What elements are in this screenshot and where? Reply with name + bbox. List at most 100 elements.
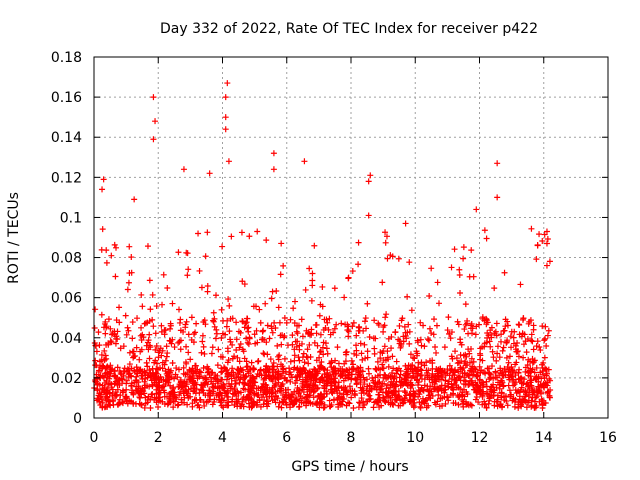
data-point bbox=[500, 393, 507, 400]
data-point bbox=[301, 367, 308, 374]
data-point bbox=[396, 393, 403, 400]
data-point bbox=[251, 331, 258, 338]
data-point bbox=[473, 206, 480, 213]
data-point bbox=[389, 400, 396, 407]
data-point bbox=[249, 374, 256, 381]
data-point bbox=[177, 346, 184, 353]
data-point bbox=[185, 349, 192, 356]
data-point bbox=[220, 404, 227, 411]
data-point bbox=[188, 314, 195, 321]
data-point bbox=[465, 381, 472, 388]
data-point bbox=[401, 323, 408, 330]
data-point bbox=[103, 364, 110, 371]
data-point bbox=[290, 366, 297, 373]
data-point bbox=[539, 397, 546, 404]
data-point bbox=[156, 347, 163, 354]
data-point bbox=[169, 300, 176, 307]
data-point bbox=[224, 359, 231, 366]
x-tick-label: 2 bbox=[154, 430, 163, 446]
data-point bbox=[418, 359, 425, 366]
data-point bbox=[344, 327, 351, 334]
data-point bbox=[365, 370, 372, 377]
data-point bbox=[537, 383, 544, 390]
data-point bbox=[448, 264, 455, 271]
data-point bbox=[135, 383, 142, 390]
data-point bbox=[272, 369, 279, 376]
data-point bbox=[317, 391, 324, 398]
data-point bbox=[278, 404, 285, 411]
data-point bbox=[237, 389, 244, 396]
data-point bbox=[469, 330, 476, 337]
data-point bbox=[231, 391, 238, 398]
data-point bbox=[313, 400, 320, 407]
data-point bbox=[275, 379, 282, 386]
data-point bbox=[384, 255, 391, 262]
data-point bbox=[499, 347, 506, 354]
data-point bbox=[543, 343, 550, 350]
data-point bbox=[518, 384, 525, 391]
data-point bbox=[174, 374, 181, 381]
data-point bbox=[229, 390, 236, 397]
data-point bbox=[184, 272, 191, 279]
data-point bbox=[144, 339, 151, 346]
data-point bbox=[357, 364, 364, 371]
data-point bbox=[221, 364, 228, 371]
data-point bbox=[194, 375, 201, 382]
data-point bbox=[497, 402, 504, 409]
data-point bbox=[275, 356, 282, 363]
data-point bbox=[103, 355, 110, 362]
data-point bbox=[95, 367, 102, 374]
data-point bbox=[392, 388, 399, 395]
data-point bbox=[243, 315, 250, 322]
data-point bbox=[493, 320, 500, 327]
data-point bbox=[485, 365, 492, 372]
data-point bbox=[152, 330, 159, 337]
data-point bbox=[163, 343, 170, 350]
data-point bbox=[537, 347, 544, 354]
data-point bbox=[240, 371, 247, 378]
data-point bbox=[393, 397, 400, 404]
data-point bbox=[534, 338, 541, 345]
data-point bbox=[160, 271, 167, 278]
data-point bbox=[489, 363, 496, 370]
data-point bbox=[455, 394, 462, 401]
data-point bbox=[235, 366, 242, 373]
data-point bbox=[502, 316, 509, 323]
data-point bbox=[120, 343, 127, 350]
data-point bbox=[133, 344, 140, 351]
data-point bbox=[544, 382, 551, 389]
data-point bbox=[200, 319, 207, 326]
data-point bbox=[468, 355, 475, 362]
data-point bbox=[107, 362, 114, 369]
data-point bbox=[490, 354, 497, 361]
data-point bbox=[441, 389, 448, 396]
data-point bbox=[143, 342, 150, 349]
data-point bbox=[510, 334, 517, 341]
data-point bbox=[188, 368, 195, 375]
data-point bbox=[330, 329, 337, 336]
data-point bbox=[236, 344, 243, 351]
data-point bbox=[275, 304, 282, 311]
data-point bbox=[270, 372, 277, 379]
data-point bbox=[262, 300, 269, 307]
data-point bbox=[249, 382, 256, 389]
data-point bbox=[503, 354, 510, 361]
data-point bbox=[180, 390, 187, 397]
y-tick-label: 0.16 bbox=[51, 90, 82, 106]
data-point bbox=[103, 323, 110, 330]
data-point bbox=[507, 391, 514, 398]
data-point bbox=[210, 317, 217, 324]
data-point bbox=[218, 335, 225, 342]
data-point bbox=[224, 345, 231, 352]
data-point bbox=[542, 365, 549, 372]
data-point bbox=[343, 367, 350, 374]
data-point bbox=[468, 247, 475, 254]
data-point bbox=[401, 376, 408, 383]
data-point bbox=[131, 379, 138, 386]
data-point bbox=[497, 377, 504, 384]
data-point bbox=[167, 399, 174, 406]
data-point bbox=[286, 365, 293, 372]
data-point bbox=[170, 384, 177, 391]
data-point bbox=[424, 371, 431, 378]
data-point bbox=[222, 94, 229, 101]
